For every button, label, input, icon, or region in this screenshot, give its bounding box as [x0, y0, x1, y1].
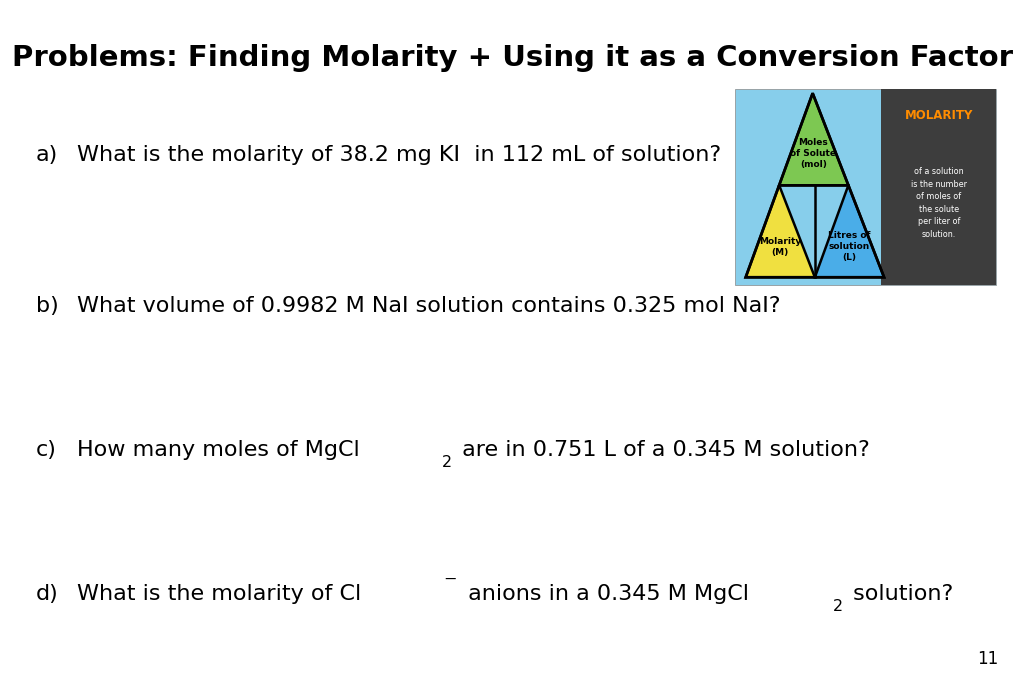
Text: are in 0.751 L of a 0.345 M solution?: are in 0.751 L of a 0.345 M solution?: [455, 440, 869, 460]
Text: What volume of 0.9982 M NaI solution contains 0.325 mol NaI?: What volume of 0.9982 M NaI solution con…: [77, 295, 780, 316]
FancyBboxPatch shape: [735, 89, 996, 285]
Text: MOLARITY: MOLARITY: [905, 109, 973, 122]
Text: What is the molarity of Cl: What is the molarity of Cl: [77, 584, 361, 605]
Text: 2: 2: [441, 455, 452, 470]
Text: a): a): [36, 144, 58, 165]
Text: anions in a 0.345 M MgCl: anions in a 0.345 M MgCl: [461, 584, 749, 605]
Text: Molarity
(M): Molarity (M): [759, 236, 801, 257]
Text: c): c): [36, 440, 56, 460]
Text: Problems: Finding Molarity + Using it as a Conversion Factor: Problems: Finding Molarity + Using it as…: [11, 45, 1013, 72]
Text: solution?: solution?: [846, 584, 952, 605]
Text: −: −: [443, 572, 457, 587]
Text: of a solution
is the number
of moles of
the solute
per liter of
solution.: of a solution is the number of moles of …: [911, 167, 967, 238]
Text: b): b): [36, 295, 58, 316]
Text: Moles
of Solute
(mol): Moles of Solute (mol): [791, 137, 837, 169]
Text: Litres of
solution
(L): Litres of solution (L): [827, 231, 870, 262]
Polygon shape: [815, 185, 884, 278]
Text: What is the molarity of 38.2 mg KI  in 112 mL of solution?: What is the molarity of 38.2 mg KI in 11…: [77, 144, 721, 165]
Polygon shape: [779, 93, 848, 185]
Polygon shape: [745, 185, 815, 278]
Text: 2: 2: [833, 599, 843, 614]
Text: d): d): [36, 584, 58, 605]
Text: How many moles of MgCl: How many moles of MgCl: [77, 440, 359, 460]
FancyBboxPatch shape: [882, 89, 996, 285]
Text: 11: 11: [977, 650, 998, 668]
